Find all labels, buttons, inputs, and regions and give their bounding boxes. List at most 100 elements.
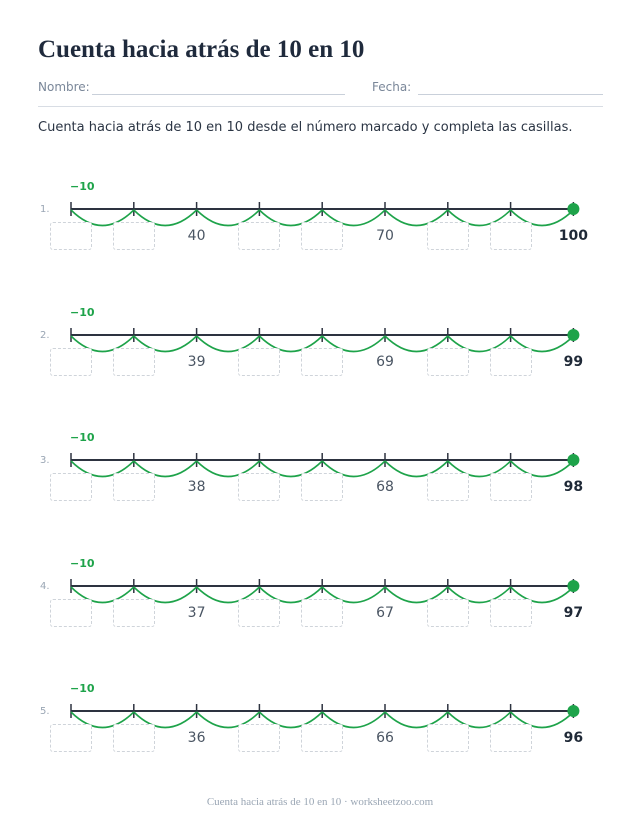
given-number: 37 bbox=[187, 604, 206, 621]
given-number: 39 bbox=[187, 353, 206, 370]
jump-arc bbox=[70, 585, 135, 603]
problem: 2. −10 39 69 99 bbox=[0, 304, 640, 414]
answer-box[interactable] bbox=[301, 598, 344, 627]
answer-box[interactable] bbox=[50, 598, 92, 627]
problem-number: 2. bbox=[40, 329, 50, 341]
number-line bbox=[70, 453, 580, 478]
jump-arc bbox=[258, 585, 323, 603]
jump-arc bbox=[447, 460, 512, 478]
answer-box[interactable] bbox=[112, 724, 155, 752]
problem: 3. −10 38 68 98 bbox=[0, 429, 640, 539]
number-line bbox=[70, 202, 580, 227]
start-marker bbox=[567, 203, 580, 215]
header-divider bbox=[38, 106, 603, 107]
answer-box[interactable] bbox=[489, 473, 532, 501]
start-number: 99 bbox=[563, 353, 584, 370]
name-label: Nombre: bbox=[38, 80, 90, 94]
answer-box[interactable] bbox=[112, 222, 155, 250]
jump-arc bbox=[196, 585, 260, 603]
start-marker bbox=[567, 579, 580, 592]
answer-box[interactable] bbox=[489, 598, 532, 627]
jump-arc bbox=[510, 334, 574, 352]
answer-box[interactable] bbox=[238, 598, 281, 627]
answer-box[interactable] bbox=[238, 222, 281, 250]
jump-arc bbox=[447, 209, 512, 227]
jump-arc bbox=[70, 209, 135, 227]
answer-box[interactable] bbox=[301, 222, 344, 250]
answer-box[interactable] bbox=[50, 473, 92, 501]
answer-box[interactable] bbox=[301, 347, 344, 376]
answer-box[interactable] bbox=[112, 598, 155, 627]
answer-box[interactable] bbox=[112, 473, 155, 501]
date-label: Fecha: bbox=[372, 80, 412, 94]
given-number: 40 bbox=[187, 228, 206, 244]
problem-number: 4. bbox=[40, 580, 50, 592]
jump-arc bbox=[321, 711, 386, 729]
problem-number: 3. bbox=[40, 455, 50, 466]
answer-box[interactable] bbox=[426, 347, 469, 376]
jump-arc bbox=[258, 460, 323, 478]
jump-arc bbox=[133, 711, 198, 729]
answer-box[interactable] bbox=[489, 724, 532, 752]
given-number: 66 bbox=[376, 730, 394, 746]
given-number: 38 bbox=[187, 479, 206, 495]
answer-box[interactable] bbox=[238, 347, 281, 376]
answer-box[interactable] bbox=[50, 222, 92, 250]
start-number: 96 bbox=[563, 730, 584, 746]
answer-box[interactable] bbox=[426, 473, 469, 501]
jump-arc bbox=[70, 460, 135, 478]
number-line bbox=[70, 327, 580, 352]
given-number: 67 bbox=[376, 604, 394, 621]
jump-arc bbox=[258, 711, 323, 729]
jump-arc bbox=[384, 209, 449, 227]
jump-label: −10 bbox=[70, 431, 95, 444]
problem: 5. −10 36 66 96 bbox=[0, 680, 640, 790]
given-number: 70 bbox=[376, 228, 394, 244]
answer-box[interactable] bbox=[238, 724, 281, 752]
given-number: 68 bbox=[376, 479, 394, 495]
jump-arc bbox=[133, 209, 198, 227]
jump-arc bbox=[384, 711, 449, 729]
problem: 4. −10 37 67 97 bbox=[0, 555, 640, 665]
start-number: 100 bbox=[558, 228, 588, 244]
answer-box[interactable] bbox=[301, 473, 344, 501]
answer-box[interactable] bbox=[489, 222, 532, 250]
answer-box[interactable] bbox=[238, 473, 281, 501]
jump-label: −10 bbox=[70, 180, 95, 193]
problem-number: 5. bbox=[40, 706, 50, 717]
jump-arc bbox=[510, 209, 574, 227]
instructions: Cuenta hacia atrás de 10 en 10 desde el … bbox=[38, 120, 573, 135]
jump-arc bbox=[258, 334, 323, 352]
jump-arc bbox=[384, 334, 449, 352]
answer-box[interactable] bbox=[489, 347, 532, 376]
jump-arc bbox=[321, 334, 386, 352]
start-marker bbox=[567, 705, 580, 717]
start-number: 98 bbox=[563, 479, 584, 495]
jump-arc bbox=[510, 711, 574, 729]
answer-box[interactable] bbox=[112, 347, 155, 376]
jump-arc bbox=[196, 334, 260, 352]
answer-box[interactable] bbox=[426, 222, 469, 250]
jump-arc bbox=[510, 460, 574, 478]
jump-arc bbox=[321, 460, 386, 478]
start-marker bbox=[567, 328, 580, 341]
jump-arc bbox=[447, 585, 512, 603]
footer: Cuenta hacia atrás de 10 en 10 · workshe… bbox=[206, 796, 434, 808]
jump-arc bbox=[510, 585, 574, 603]
answer-box[interactable] bbox=[301, 724, 344, 752]
answer-box[interactable] bbox=[50, 347, 92, 376]
answer-box[interactable] bbox=[426, 724, 469, 752]
answer-box[interactable] bbox=[50, 724, 92, 752]
problem: 1. −10 40 70 100 bbox=[0, 178, 640, 288]
name-field[interactable] bbox=[92, 94, 345, 95]
jump-arc bbox=[133, 585, 198, 603]
jump-arc bbox=[384, 460, 449, 478]
jump-arc bbox=[321, 209, 386, 227]
jump-arc bbox=[70, 711, 135, 729]
student-info: Nombre: Fecha: bbox=[38, 80, 603, 100]
date-field[interactable] bbox=[418, 94, 603, 95]
given-number: 36 bbox=[187, 730, 206, 746]
given-number: 69 bbox=[376, 353, 394, 370]
problem-number: 1. bbox=[40, 204, 50, 215]
answer-box[interactable] bbox=[426, 598, 469, 627]
